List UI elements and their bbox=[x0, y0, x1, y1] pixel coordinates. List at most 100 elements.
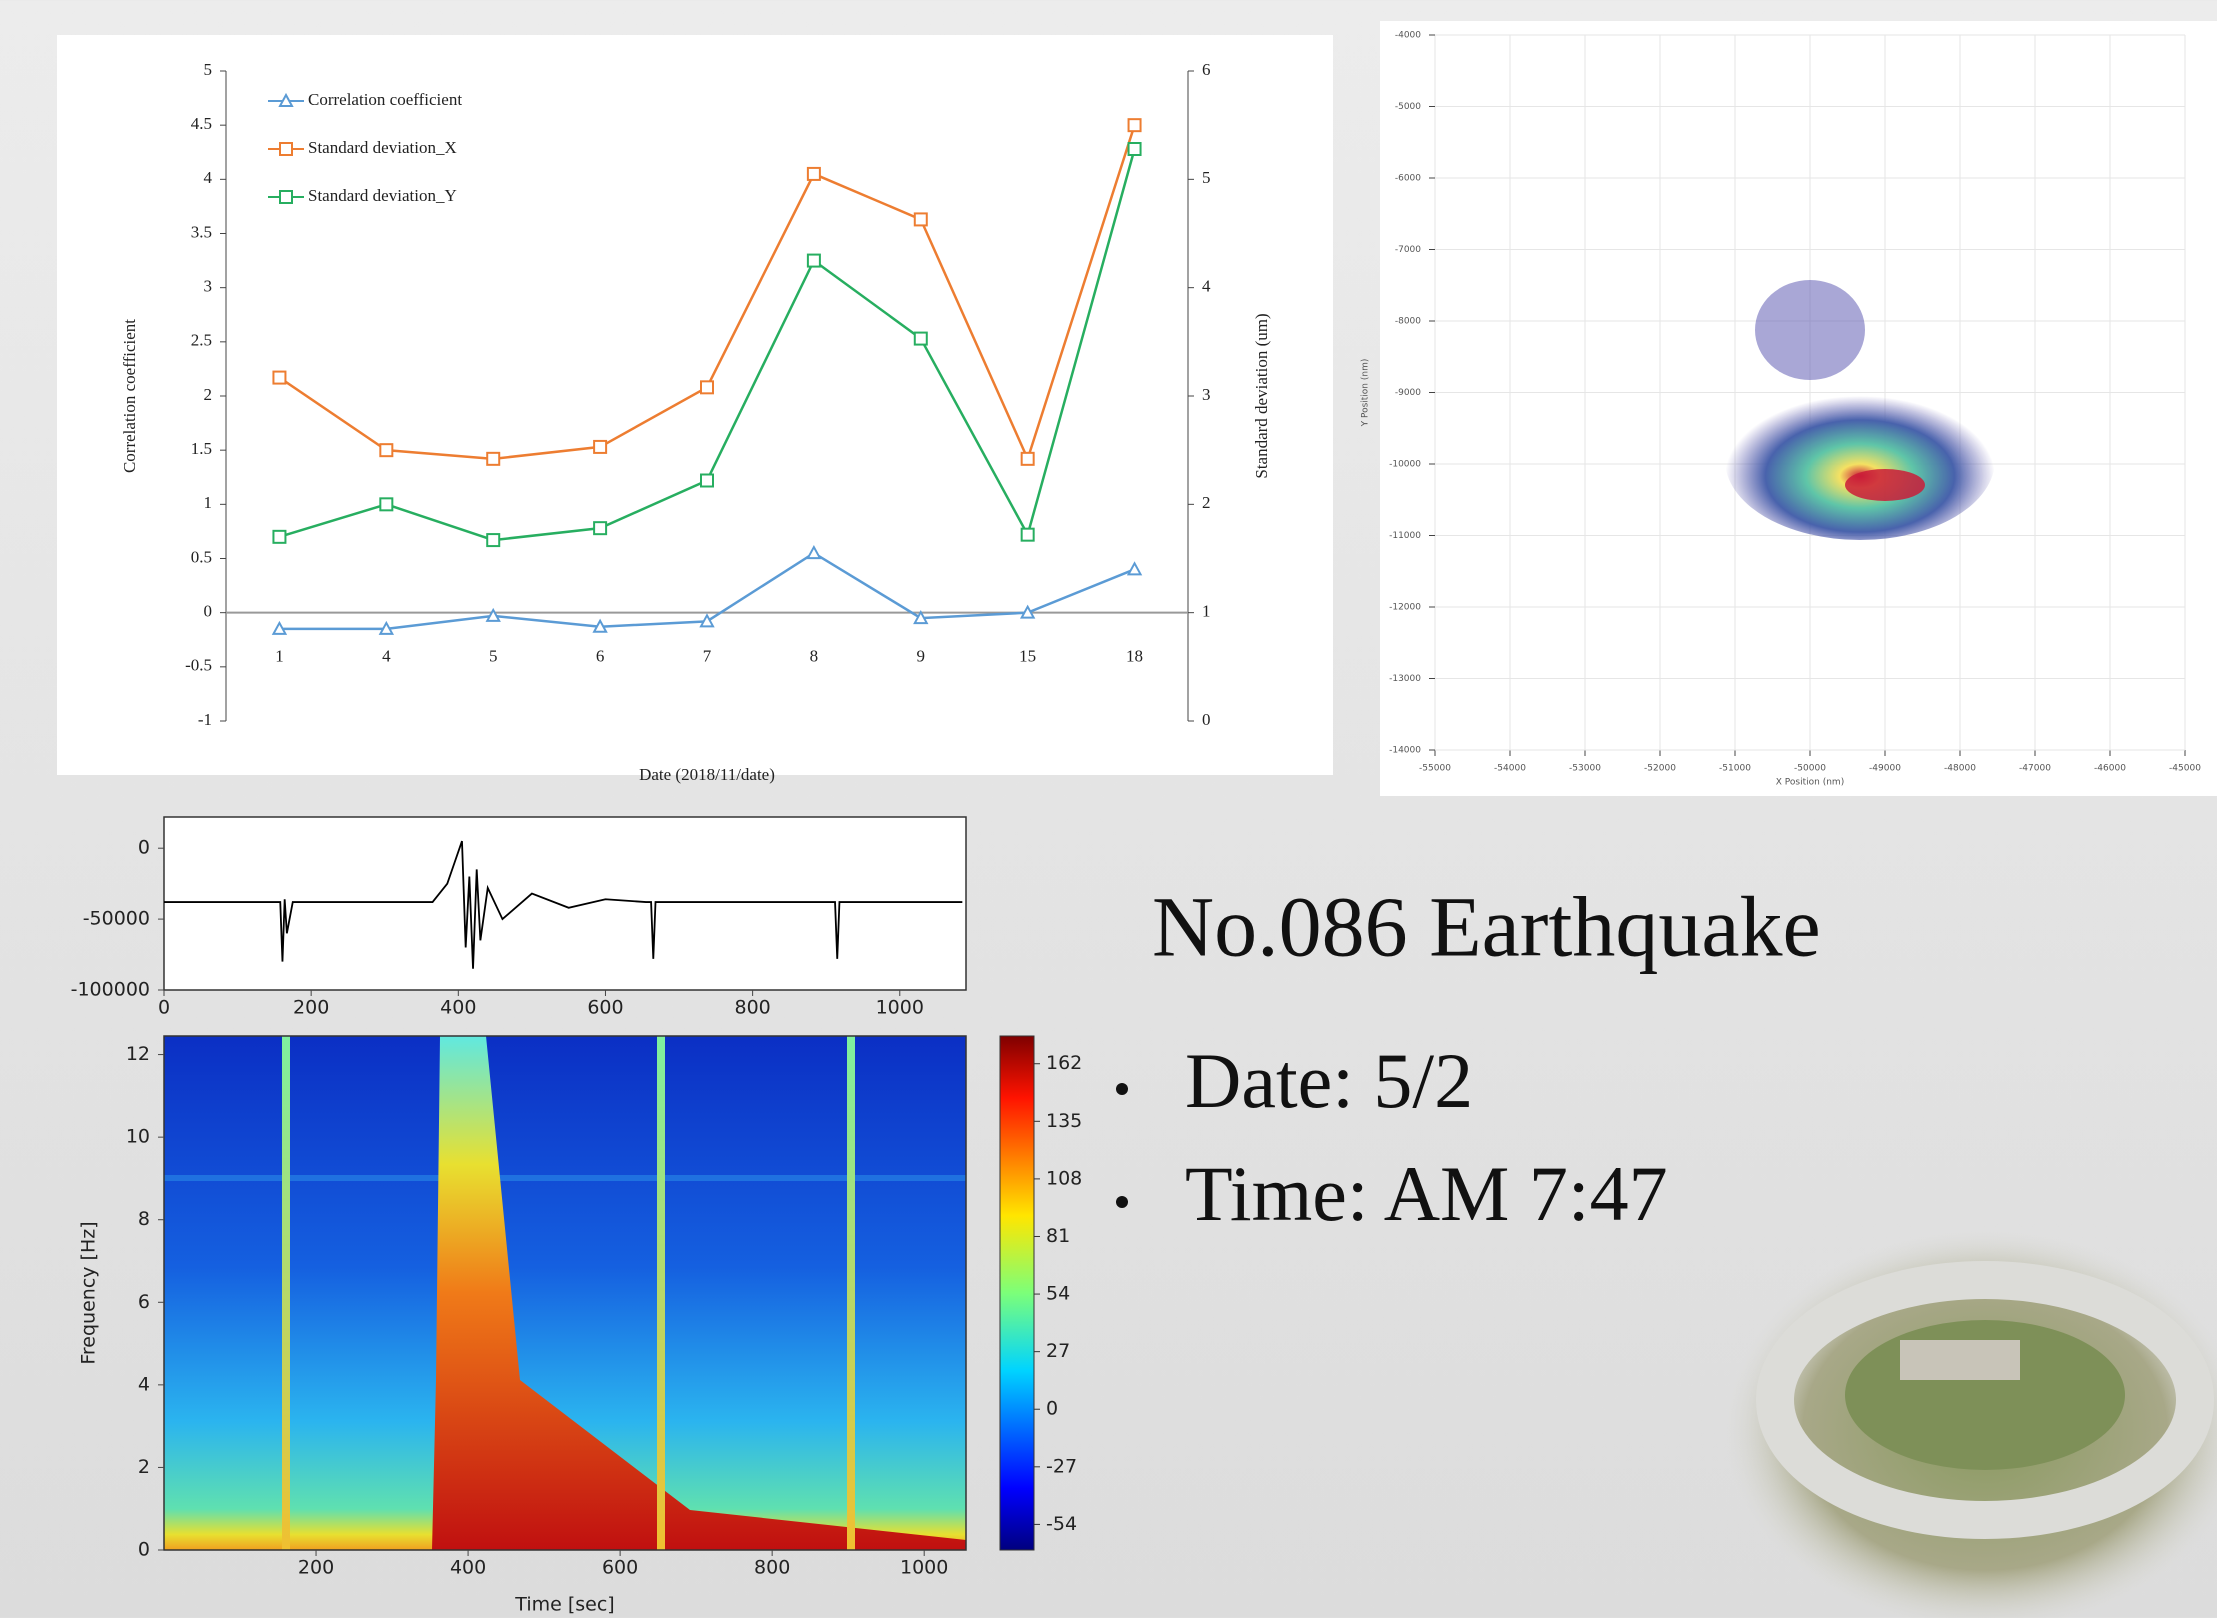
slide: No.086 Earthquake Date: 5/2 Time: AM 7:4… bbox=[0, 0, 2217, 1618]
y-tick-label: 3 bbox=[1202, 385, 1211, 404]
data-point bbox=[915, 213, 927, 225]
x-tick-label: -47000 bbox=[2019, 764, 2051, 774]
y-tick-label: 2 bbox=[1202, 493, 1211, 512]
y-tick-label: -50000 bbox=[83, 908, 150, 930]
y-tick-label: 4 bbox=[204, 168, 213, 187]
legend-label: Standard deviation_X bbox=[308, 138, 457, 157]
facility-photo bbox=[1725, 1230, 2217, 1618]
y-tick-label: 8 bbox=[138, 1208, 150, 1230]
data-point bbox=[701, 475, 713, 487]
x-tick-label: 1 bbox=[275, 647, 284, 666]
bullet bbox=[1116, 1083, 1128, 1095]
y-tick-label: -13000 bbox=[1389, 674, 1421, 684]
x-axis-label: X Position (nm) bbox=[1776, 778, 1844, 788]
data-point bbox=[380, 444, 392, 456]
legend-label: Correlation coefficient bbox=[308, 90, 462, 109]
y-tick-label: 0.5 bbox=[191, 547, 212, 566]
data-point bbox=[1022, 453, 1034, 465]
data-point bbox=[487, 534, 499, 546]
x-tick-label: -45000 bbox=[2169, 764, 2201, 774]
x-tick-label: -51000 bbox=[1719, 764, 1751, 774]
body: { "chart_data": [ { "type": "line", "x_l… bbox=[0, 0, 2217, 1618]
y-tick-label: -9000 bbox=[1395, 388, 1421, 398]
y-tick-label: -11000 bbox=[1389, 531, 1421, 541]
data-point bbox=[808, 168, 820, 180]
y-axis-label: Frequency [Hz] bbox=[78, 1221, 100, 1364]
x-tick-label: 15 bbox=[1019, 647, 1036, 666]
data-point bbox=[594, 522, 606, 534]
legend-label: Standard deviation_Y bbox=[308, 186, 457, 205]
colorbar-tick-label: 54 bbox=[1046, 1283, 1070, 1305]
colorbar-tick-label: -27 bbox=[1046, 1455, 1077, 1477]
x-tick-label: -46000 bbox=[2094, 764, 2126, 774]
y-tick-label: 4 bbox=[138, 1373, 150, 1395]
colorbar-tick-label: -54 bbox=[1046, 1513, 1077, 1535]
data-point bbox=[701, 381, 713, 393]
data-point bbox=[1129, 143, 1141, 155]
colorbar bbox=[1000, 1036, 1034, 1550]
x-axis-label: Time [sec] bbox=[514, 1594, 614, 1616]
y-tick-label: -8000 bbox=[1395, 317, 1421, 327]
y-tick-label: -1 bbox=[198, 710, 212, 729]
x-tick-label: 8 bbox=[810, 647, 819, 666]
colorbar-tick-label: 0 bbox=[1046, 1398, 1058, 1420]
x-tick-label: -54000 bbox=[1494, 764, 1526, 774]
x-tick-label: 200 bbox=[293, 997, 329, 1019]
bullet-text: Time: AM 7:47 bbox=[1185, 1150, 1668, 1237]
y-tick-label: 0 bbox=[204, 602, 213, 621]
colorbar-tick-label: 27 bbox=[1046, 1340, 1070, 1362]
data-point bbox=[280, 191, 292, 203]
y-axis-label: Correlation coefficient bbox=[120, 319, 139, 473]
x-axis-label: Date (2018/11/date) bbox=[639, 765, 775, 784]
x-tick-label: 400 bbox=[450, 1557, 486, 1579]
bullet-text: Date: 5/2 bbox=[1185, 1037, 1473, 1124]
y-tick-label: 3 bbox=[204, 277, 213, 296]
y-tick-label: -100000 bbox=[71, 979, 150, 1001]
colorbar-tick-label: 135 bbox=[1046, 1110, 1082, 1132]
y-tick-label: 0 bbox=[138, 837, 150, 859]
y-tick-label: -7000 bbox=[1395, 245, 1421, 255]
y-tick-label: 2.5 bbox=[191, 331, 212, 350]
x-tick-label: 6 bbox=[596, 647, 605, 666]
spectrogram-image bbox=[164, 1036, 966, 1550]
data-point bbox=[273, 372, 285, 384]
x-tick-label: 18 bbox=[1126, 647, 1143, 666]
data-point bbox=[1022, 529, 1034, 541]
y-tick-label: 1 bbox=[1202, 602, 1211, 621]
colorbar-tick-label: 162 bbox=[1046, 1052, 1082, 1074]
y-tick-label: 5 bbox=[1202, 168, 1211, 187]
y-tick-label: 6 bbox=[138, 1291, 150, 1313]
x-tick-label: -52000 bbox=[1644, 764, 1676, 774]
data-point bbox=[273, 531, 285, 543]
y-tick-label: 12 bbox=[126, 1043, 150, 1065]
y-tick-label: -4000 bbox=[1395, 31, 1421, 41]
y-tick-label: 4 bbox=[1202, 277, 1211, 296]
y-tick-label: 0 bbox=[138, 1539, 150, 1561]
colorbar-tick-label: 81 bbox=[1046, 1225, 1070, 1247]
y-tick-label: -12000 bbox=[1389, 603, 1421, 613]
x-tick-label: 800 bbox=[754, 1557, 790, 1579]
data-point bbox=[380, 498, 392, 510]
data-point bbox=[594, 441, 606, 453]
x-tick-label: 9 bbox=[917, 647, 926, 666]
y2-axis-label: Standard deviation (um) bbox=[1252, 313, 1271, 478]
y-tick-label: 2 bbox=[204, 385, 213, 404]
x-tick-label: -55000 bbox=[1419, 764, 1451, 774]
x-tick-label: 0 bbox=[158, 997, 170, 1019]
x-tick-label: 1000 bbox=[900, 1557, 948, 1579]
x-tick-label: 1000 bbox=[876, 997, 924, 1019]
x-tick-label: 200 bbox=[298, 1557, 334, 1579]
y-tick-label: 1.5 bbox=[191, 439, 212, 458]
x-tick-label: -48000 bbox=[1944, 764, 1976, 774]
y-tick-label: 5 bbox=[204, 60, 213, 79]
x-tick-label: -49000 bbox=[1869, 764, 1901, 774]
x-tick-label: 800 bbox=[734, 997, 770, 1019]
x-tick-label: -53000 bbox=[1569, 764, 1601, 774]
y-tick-label: -6000 bbox=[1395, 174, 1421, 184]
colorbar-tick-label: 108 bbox=[1046, 1167, 1082, 1189]
heading: No.086 Earthquake bbox=[1152, 879, 1821, 975]
bullet bbox=[1116, 1196, 1128, 1208]
data-point bbox=[808, 255, 820, 267]
x-tick-label: -50000 bbox=[1794, 764, 1826, 774]
y-tick-label: 4.5 bbox=[191, 114, 212, 133]
